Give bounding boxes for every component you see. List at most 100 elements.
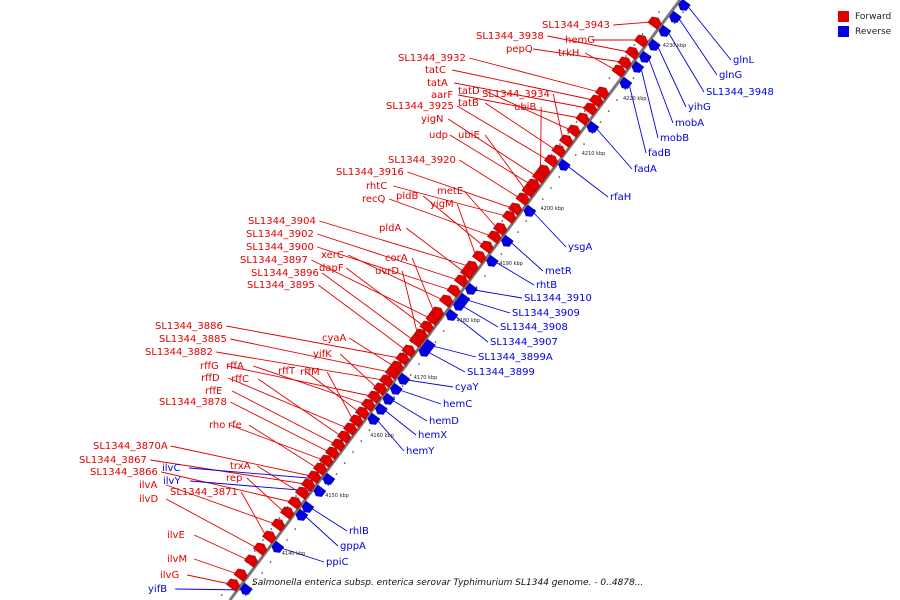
gene-tatC-glyph[interactable] [588,92,605,108]
gene-ilvG-glyph[interactable] [225,576,242,592]
gene-label-ysgA[interactable]: ysgA [568,242,592,253]
gene-SL1344_3948-glyph[interactable] [657,24,672,39]
gene-rffG-glyph[interactable] [366,388,383,404]
gene-rhlB-glyph[interactable] [300,500,315,515]
gene-dapF-glyph[interactable] [419,318,436,334]
gene-glnG-glyph[interactable] [668,10,682,25]
gene-label-udp[interactable]: udp [429,130,448,141]
gene-pepQ-glyph[interactable] [617,54,634,70]
gene-label-pldB[interactable]: pldB [396,191,418,202]
gene-xerC-glyph[interactable] [438,292,455,308]
gene-label-dapF[interactable]: dapF [319,263,344,274]
gene-ilvY-glyph[interactable] [312,484,327,499]
gene-fadB-glyph[interactable] [618,76,633,91]
gene-gppA-glyph[interactable] [294,508,309,523]
gene-pldB-glyph[interactable] [479,238,496,254]
gene-SL1344_3867-glyph[interactable] [300,476,317,492]
gene-SL1344_3925-glyph[interactable] [543,152,560,168]
gene-label-SL1344_3866[interactable]: SL1344_3866 [90,467,158,478]
gene-SL1344_3907-glyph[interactable] [444,308,459,323]
gene-label-SL1344_3885[interactable]: SL1344_3885 [159,334,227,345]
gene-yigN-glyph[interactable] [531,168,548,184]
gene-SL1344_3866-glyph[interactable] [287,494,304,510]
gene-label-tatB[interactable]: tatB [458,98,479,109]
gene-label-rho[interactable]: rho [209,420,225,431]
gene-SL1344_3896-glyph[interactable] [408,332,425,348]
gene-label-tatA[interactable]: tatA [427,78,448,89]
gene-rffT-glyph[interactable] [354,404,371,420]
gene-label-rep[interactable]: rep [226,473,242,484]
gene-glnL-glyph[interactable] [677,0,691,13]
gene-label-yifB[interactable]: yifB [148,584,167,595]
gene-label-SL1344_3900[interactable]: SL1344_3900 [246,242,314,253]
gene-label-hemG[interactable]: hemG [565,35,595,46]
gene-mobB-glyph[interactable] [630,60,645,75]
gene-rho-glyph[interactable] [318,452,335,468]
gene-ilvC-glyph[interactable] [321,472,336,487]
gene-recQ-glyph[interactable] [486,228,503,244]
gene-tatB-glyph[interactable] [551,142,568,158]
gene-SL1344_3908-glyph[interactable] [452,298,466,313]
gene-label-SL1344_3902[interactable]: SL1344_3902 [246,229,314,240]
gene-label-ilvG[interactable]: ilvG [160,570,179,581]
gene-label-ilvA[interactable]: ilvA [139,480,157,491]
gene-label-hemD[interactable]: hemD [429,416,459,427]
gene-label-ppiC[interactable]: ppiC [326,557,348,568]
gene-label-fadA[interactable]: fadA [634,164,657,175]
gene-label-recQ[interactable]: recQ [362,194,386,205]
gene-ppiC-glyph[interactable] [270,540,285,555]
gene-label-SL1344_3932[interactable]: SL1344_3932 [398,53,466,64]
gene-rffA-glyph[interactable] [360,396,377,412]
gene-pldA-glyph[interactable] [459,264,476,280]
gene-yihG-glyph[interactable] [647,38,661,53]
gene-label-SL1344_3904[interactable]: SL1344_3904 [248,216,316,227]
gene-tatA-glyph[interactable] [582,100,599,116]
gene-ysgA-glyph[interactable] [522,204,537,219]
gene-label-rffC[interactable]: rffC [231,374,249,385]
gene-SL1344_3932-glyph[interactable] [594,84,611,100]
gene-SL1344_3882-glyph[interactable] [378,372,395,388]
gene-rffM-glyph[interactable] [348,412,365,428]
gene-trxA-glyph[interactable] [294,484,311,500]
gene-fadA-glyph[interactable] [585,120,600,135]
gene-label-SL1344_3871[interactable]: SL1344_3871 [170,487,238,498]
gene-label-rffE[interactable]: rffE [205,386,222,397]
gene-label-ilvM[interactable]: ilvM [167,554,187,565]
gene-rhtB-glyph[interactable] [485,254,499,269]
gene-SL1344_3871-glyph[interactable] [261,528,278,544]
gene-label-SL1344_3886[interactable]: SL1344_3886 [155,321,223,332]
gene-label-rffA[interactable]: rffA [226,361,244,372]
gene-label-SL1344_3895[interactable]: SL1344_3895 [247,280,315,291]
gene-label-mobA[interactable]: mobA [675,118,704,129]
gene-label-SL1344_3882[interactable]: SL1344_3882 [145,347,213,358]
gene-label-yigN[interactable]: yigN [421,114,444,125]
gene-label-yigM[interactable]: yigM [430,199,454,210]
gene-label-yifK[interactable]: yifK [313,349,332,360]
gene-label-SL1344_3870A[interactable]: SL1344_3870A [93,441,168,452]
gene-SL1344_3870A-glyph[interactable] [306,468,323,484]
gene-label-cyaA[interactable]: cyaA [322,333,347,344]
gene-hemG-glyph[interactable] [633,32,650,48]
gene-mobA-glyph[interactable] [638,50,652,65]
gene-label-SL1344_3934[interactable]: SL1344_3934 [482,89,550,100]
gene-SL1344_3899-glyph[interactable] [417,344,432,359]
gene-SL1344_3920-glyph[interactable] [515,190,532,206]
gene-label-rhtC[interactable]: rhtC [366,181,387,192]
gene-ilvD-glyph[interactable] [252,540,269,556]
gene-rfe-glyph[interactable] [312,460,329,476]
gene-hemY-glyph[interactable] [366,412,381,427]
gene-label-SL1344_3908[interactable]: SL1344_3908 [500,322,568,333]
gene-label-ilvC[interactable]: ilvC [162,463,180,474]
gene-label-pldA[interactable]: pldA [379,223,401,234]
gene-label-ubiE[interactable]: ubiE [458,130,480,141]
gene-SL1344_3916-glyph[interactable] [507,200,524,216]
gene-label-glnG[interactable]: glnG [719,70,742,81]
gene-label-hemX[interactable]: hemX [418,430,447,441]
gene-label-SL1344_3948[interactable]: SL1344_3948 [706,87,774,98]
gene-label-rffG[interactable]: rffG [200,361,219,372]
gene-SL1344_3934-glyph[interactable] [558,132,575,148]
gene-label-ilvD[interactable]: ilvD [139,494,158,505]
gene-label-hemY[interactable]: hemY [406,446,435,457]
gene-SL1344_3943-glyph[interactable] [647,14,664,30]
gene-label-SL1344_3925[interactable]: SL1344_3925 [386,101,454,112]
